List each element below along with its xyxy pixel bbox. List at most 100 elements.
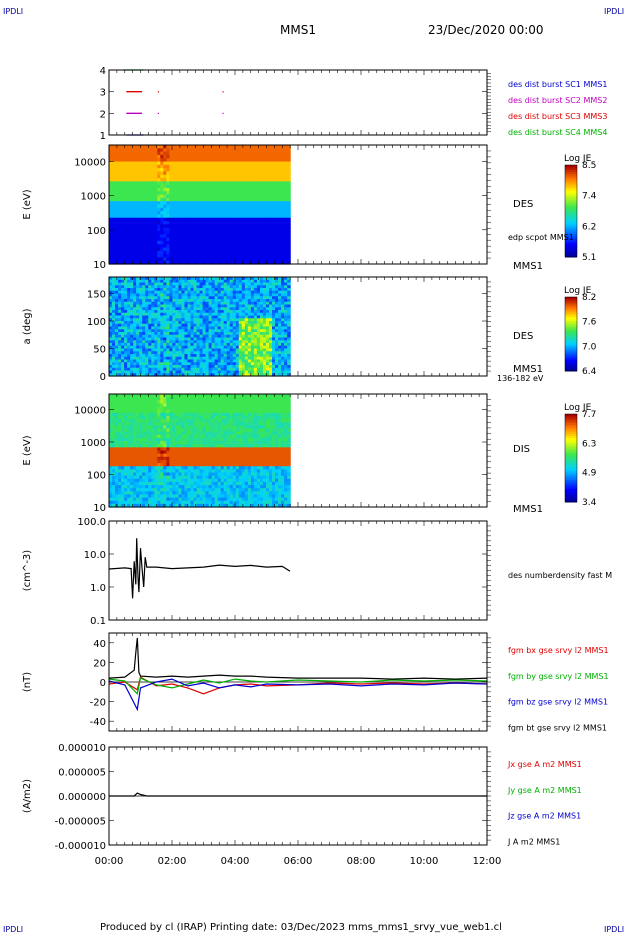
y-axis-label: E (eV) (22, 189, 33, 219)
heatmap-cell (272, 285, 276, 289)
heatmap-cell (238, 356, 243, 361)
heatmap-cell (166, 194, 170, 199)
colorbar-cell (565, 236, 577, 240)
heatmap-cell (124, 181, 128, 186)
heatmap-cell (256, 148, 261, 153)
heatmap-cell (112, 285, 116, 289)
heatmap-cell (133, 201, 137, 206)
heatmap-cell (256, 356, 261, 361)
heatmap-cell (175, 201, 180, 206)
heatmap-cell (109, 450, 113, 455)
heatmap-cell (127, 334, 131, 339)
heatmap-cell (214, 211, 219, 216)
heatmap-cell (241, 356, 246, 361)
heatmap-cell (214, 224, 219, 229)
heatmap-cell (175, 367, 180, 372)
heatmap-cell (235, 290, 240, 295)
heatmap-cell (124, 362, 128, 366)
heatmap-cell (127, 151, 131, 156)
heatmap-cell (235, 318, 240, 322)
heatmap-cell (142, 221, 146, 225)
heatmap-cell (278, 301, 282, 306)
heatmap-cell (229, 351, 234, 355)
heatmap-cell (184, 158, 189, 163)
heatmap-cell (193, 154, 198, 159)
heatmap-cell (193, 237, 198, 242)
heatmap-cell (187, 332, 192, 336)
heatmap-cell (184, 197, 189, 202)
heatmap-cell (268, 168, 273, 173)
heatmap-cell (278, 326, 282, 330)
heatmap-cell (151, 184, 155, 189)
heatmap-cell (211, 290, 216, 295)
heatmap-cell (278, 367, 282, 372)
heatmap-cell (112, 178, 116, 182)
heatmap-cell (190, 277, 195, 281)
heatmap-cell (163, 221, 167, 225)
heatmap-cell (244, 211, 249, 216)
heatmap-cell (181, 332, 186, 336)
heatmap-cell (241, 260, 246, 265)
heatmap-cell (127, 145, 131, 149)
heatmap-cell (199, 187, 204, 192)
heatmap-cell (175, 321, 180, 325)
heatmap-cell (142, 217, 146, 222)
heatmap-cell (193, 326, 198, 330)
heatmap-cell (235, 254, 240, 258)
heatmap-cell (157, 207, 161, 212)
heatmap-cell (241, 191, 246, 196)
heatmap-cell (265, 326, 270, 330)
heatmap-cell (181, 310, 186, 314)
heatmap-cell (139, 237, 143, 242)
heatmap-cell (244, 260, 249, 265)
heatmap-cell (160, 204, 164, 209)
heatmap-cell (169, 321, 173, 325)
heatmap-cell (256, 168, 261, 173)
heatmap-cell (148, 250, 152, 255)
heatmap-cell (281, 244, 285, 249)
heatmap-cell (175, 257, 180, 262)
heatmap-cell (208, 174, 213, 179)
heatmap-cell (178, 282, 183, 286)
heatmap-cell (115, 174, 119, 179)
heatmap-cell (109, 400, 113, 405)
y-tick-label: 1 (100, 131, 106, 142)
y-tick-label: 100 (87, 317, 106, 328)
heatmap-cell (265, 207, 270, 212)
heatmap-cell (136, 178, 140, 182)
heatmap-cell (229, 323, 234, 328)
heatmap-cell (223, 288, 228, 292)
heatmap-cell (157, 254, 161, 258)
heatmap-cell (208, 230, 213, 235)
heatmap-cell (284, 234, 288, 239)
legend-entry: des dist burst SC3 MMS3 (508, 112, 607, 121)
heatmap-cell (226, 207, 231, 212)
heatmap-cell (160, 174, 164, 179)
heatmap-cell (259, 301, 264, 306)
heatmap-cell (272, 282, 276, 286)
heatmap-cell (223, 307, 228, 311)
heatmap-cell (136, 145, 140, 149)
heatmap-cell (284, 211, 288, 216)
heatmap-cell (139, 181, 143, 186)
heatmap-cell (127, 254, 131, 258)
heatmap-cell (169, 312, 173, 317)
heatmap-cell (193, 296, 198, 300)
heatmap-cell (115, 365, 119, 369)
heatmap-cell (244, 148, 249, 153)
heatmap-cell (175, 348, 180, 352)
heatmap-cell (244, 279, 249, 284)
heatmap-cell (232, 221, 237, 225)
heatmap-cell (214, 373, 219, 377)
heatmap-cell (199, 234, 204, 239)
heatmap-cell (287, 230, 291, 235)
y-tick-label: 10000 (74, 157, 106, 168)
heatmap-cell (181, 365, 186, 369)
heatmap-cell (250, 151, 255, 156)
heatmap-cell (220, 301, 225, 306)
heatmap-cell (145, 301, 149, 306)
heatmap-cell (262, 365, 267, 369)
heatmap-cell (172, 214, 177, 219)
heatmap-cell (223, 204, 228, 209)
heatmap-cell (217, 318, 222, 322)
